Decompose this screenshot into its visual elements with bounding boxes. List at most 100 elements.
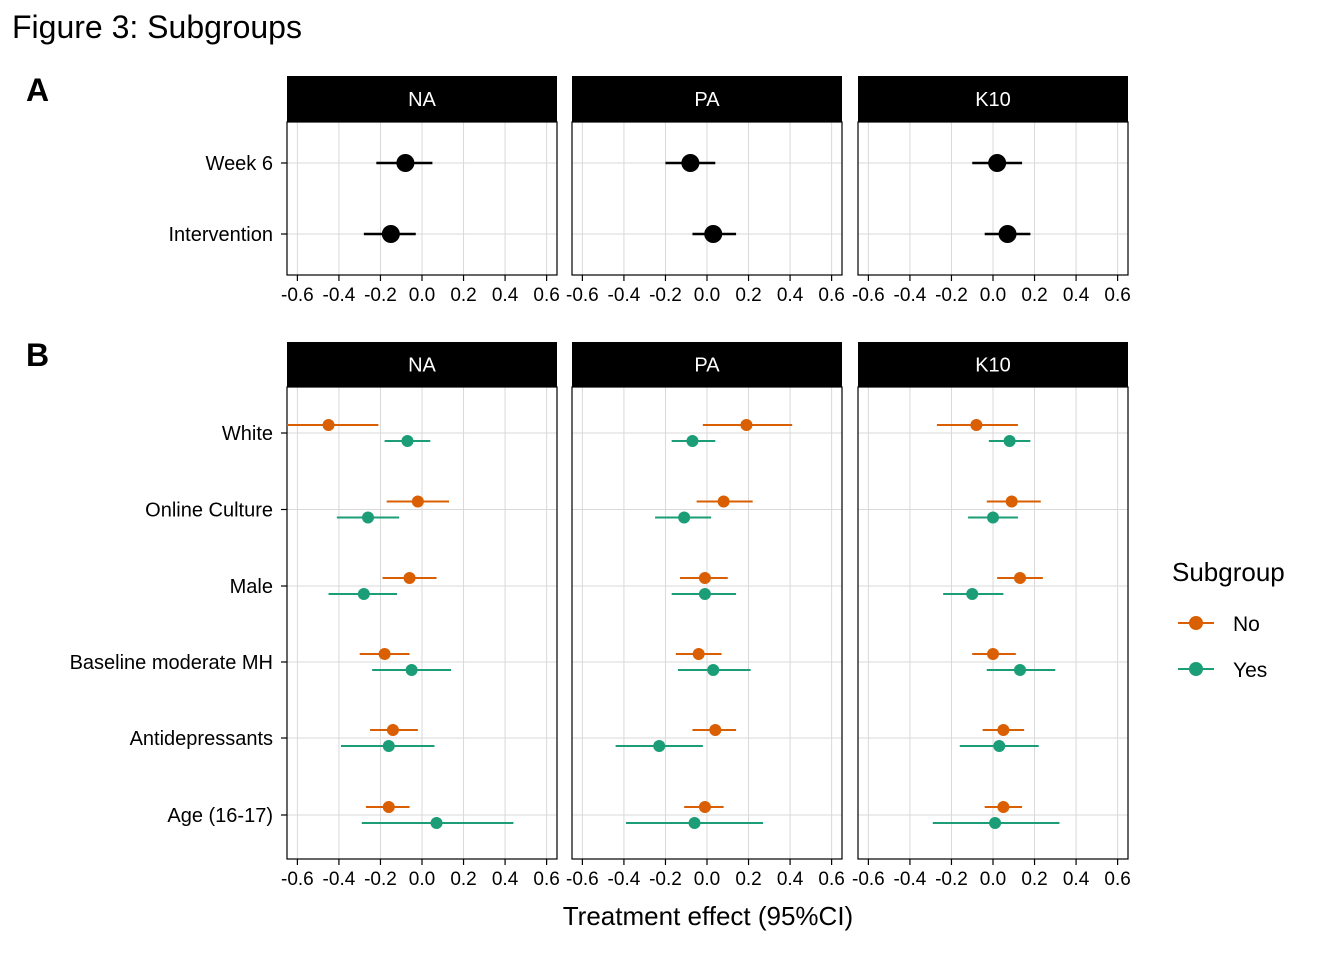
point-no (698, 801, 711, 813)
y-tick-label: Age (16-17) (167, 805, 273, 827)
x-tick-label: 0.6 (818, 869, 844, 890)
x-tick-label: -0.6 (281, 869, 314, 890)
facet-k10: K10 -0.6 -0.4 -0.2 0.0 0.2 0.4 0.6 (852, 76, 1131, 306)
legend: Subgroup No Yes (1172, 557, 1285, 682)
y-tick-label: Online Culture (145, 500, 273, 522)
point-yes (987, 511, 999, 524)
x-tick-label: 0.2 (1021, 869, 1047, 890)
point-yes (1003, 435, 1016, 447)
x-tick-label: 0.0 (409, 869, 435, 890)
legend-title: Subgroup (1172, 557, 1285, 587)
facet-na: NA -0.6 -0.4 -0.2 0.0 0.2 0.4 0.6 Week 6 Interven… (168, 76, 560, 306)
point-yes (653, 740, 666, 752)
x-tick-label: -0.4 (894, 869, 927, 890)
x-tick-label: 0.0 (694, 869, 720, 890)
x-tick-label: -0.2 (364, 869, 397, 890)
x-tick-label: -0.4 (894, 285, 927, 306)
x-tick-label: -0.4 (323, 869, 356, 890)
facet-strip (858, 342, 1128, 387)
x-tick-label: 0.4 (777, 285, 804, 306)
point-yes (357, 588, 370, 600)
point-yes (362, 511, 374, 524)
point-estimate (381, 225, 400, 243)
point-yes (382, 740, 395, 752)
x-tick-label: 0.0 (980, 869, 1006, 890)
x-axis-label: Treatment effect (95%CI) (563, 901, 853, 931)
x-tick-label: 0.4 (492, 285, 519, 306)
x-tick-label: -0.6 (281, 285, 314, 306)
point-no (997, 801, 1010, 813)
x-tick-label: -0.4 (323, 285, 356, 306)
point-yes (698, 588, 711, 600)
facet-pa: PA -0.6 -0.4 -0.2 0.0 0.2 0.4 0.6 (566, 76, 845, 306)
x-tick-label: 0.6 (533, 285, 559, 306)
panel-a: NA -0.6 -0.4 -0.2 0.0 0.2 0.4 0.6 Week 6 Interven… (168, 76, 1131, 306)
facet-strip-label: NA (408, 89, 436, 111)
x-tick-label: 0.2 (1021, 285, 1047, 306)
x-tick-label: -0.6 (852, 869, 885, 890)
point-yes (989, 817, 1002, 829)
point-yes (405, 664, 418, 676)
legend-label: Yes (1233, 659, 1267, 682)
x-tick-label: 0.4 (777, 869, 804, 890)
y-tick-label: Antidepressants (130, 728, 273, 750)
x-tick-label: -0.6 (852, 285, 885, 306)
legend-label: No (1233, 613, 1260, 636)
x-tick-label: 0.2 (735, 285, 761, 306)
legend-item-yes: Yes (1178, 659, 1267, 682)
legend-key-point (1189, 616, 1203, 630)
panel-b-letter: B (26, 337, 49, 373)
x-tick-label: 0.0 (409, 285, 435, 306)
point-no (378, 648, 391, 660)
point-no (411, 495, 424, 508)
x-tick-label: 0.6 (818, 285, 844, 306)
point-no (997, 724, 1010, 736)
point-no (740, 419, 753, 431)
point-estimate (396, 154, 415, 172)
point-no (1005, 495, 1018, 508)
point-yes (993, 740, 1006, 752)
facet-strip (858, 76, 1128, 122)
point-no (717, 495, 730, 508)
point-no (987, 648, 999, 660)
point-estimate (988, 154, 1007, 172)
x-tick-label: -0.4 (608, 285, 641, 306)
facet-strip (572, 342, 842, 387)
point-yes (401, 435, 414, 447)
point-yes (678, 511, 691, 524)
x-tick-label: -0.6 (566, 869, 599, 890)
point-yes (707, 664, 720, 676)
x-tick-label: 0.2 (735, 869, 761, 890)
point-yes (688, 817, 701, 829)
plot-area: NA -0.6 -0.4 -0.2 0.0 0.2 0.4 0.6 Week 6 Interven… (70, 76, 1131, 890)
figure-title: Figure 3: Subgroups (12, 9, 302, 45)
facet-strip-label: PA (694, 89, 720, 111)
x-tick-label: 0.0 (694, 285, 720, 306)
point-estimate (998, 225, 1017, 243)
x-tick-label: -0.2 (364, 285, 397, 306)
x-tick-label: 0.6 (1104, 285, 1130, 306)
point-estimate (681, 154, 700, 172)
y-tick-label: Baseline moderate MH (70, 652, 273, 674)
facet-strip-label: K10 (975, 89, 1011, 111)
facet-strip-label: NA (408, 355, 436, 377)
point-no (709, 724, 722, 736)
y-tick-label: Male (230, 576, 273, 598)
facet-strip (287, 342, 557, 387)
panel-b: NA -0.6 -0.4 -0.2 0.0 0.2 0.4 0.6 White Online Cu… (70, 342, 1131, 890)
y-tick-label: Week 6 (206, 153, 273, 175)
point-yes (686, 435, 699, 447)
facet-strip-label: PA (694, 355, 720, 377)
x-tick-label: 0.4 (1063, 869, 1090, 890)
facet-na: NA -0.6 -0.4 -0.2 0.0 0.2 0.4 0.6 White Online Cu… (70, 342, 560, 890)
x-tick-label: -0.2 (935, 285, 968, 306)
x-tick-label: -0.6 (566, 285, 599, 306)
point-no (322, 419, 335, 431)
panel-a-letter: A (26, 72, 49, 108)
y-tick-label: Intervention (168, 224, 273, 246)
point-no (382, 801, 395, 813)
x-tick-label: 0.2 (450, 869, 476, 890)
point-no (970, 419, 983, 431)
legend-item-no: No (1178, 613, 1260, 636)
